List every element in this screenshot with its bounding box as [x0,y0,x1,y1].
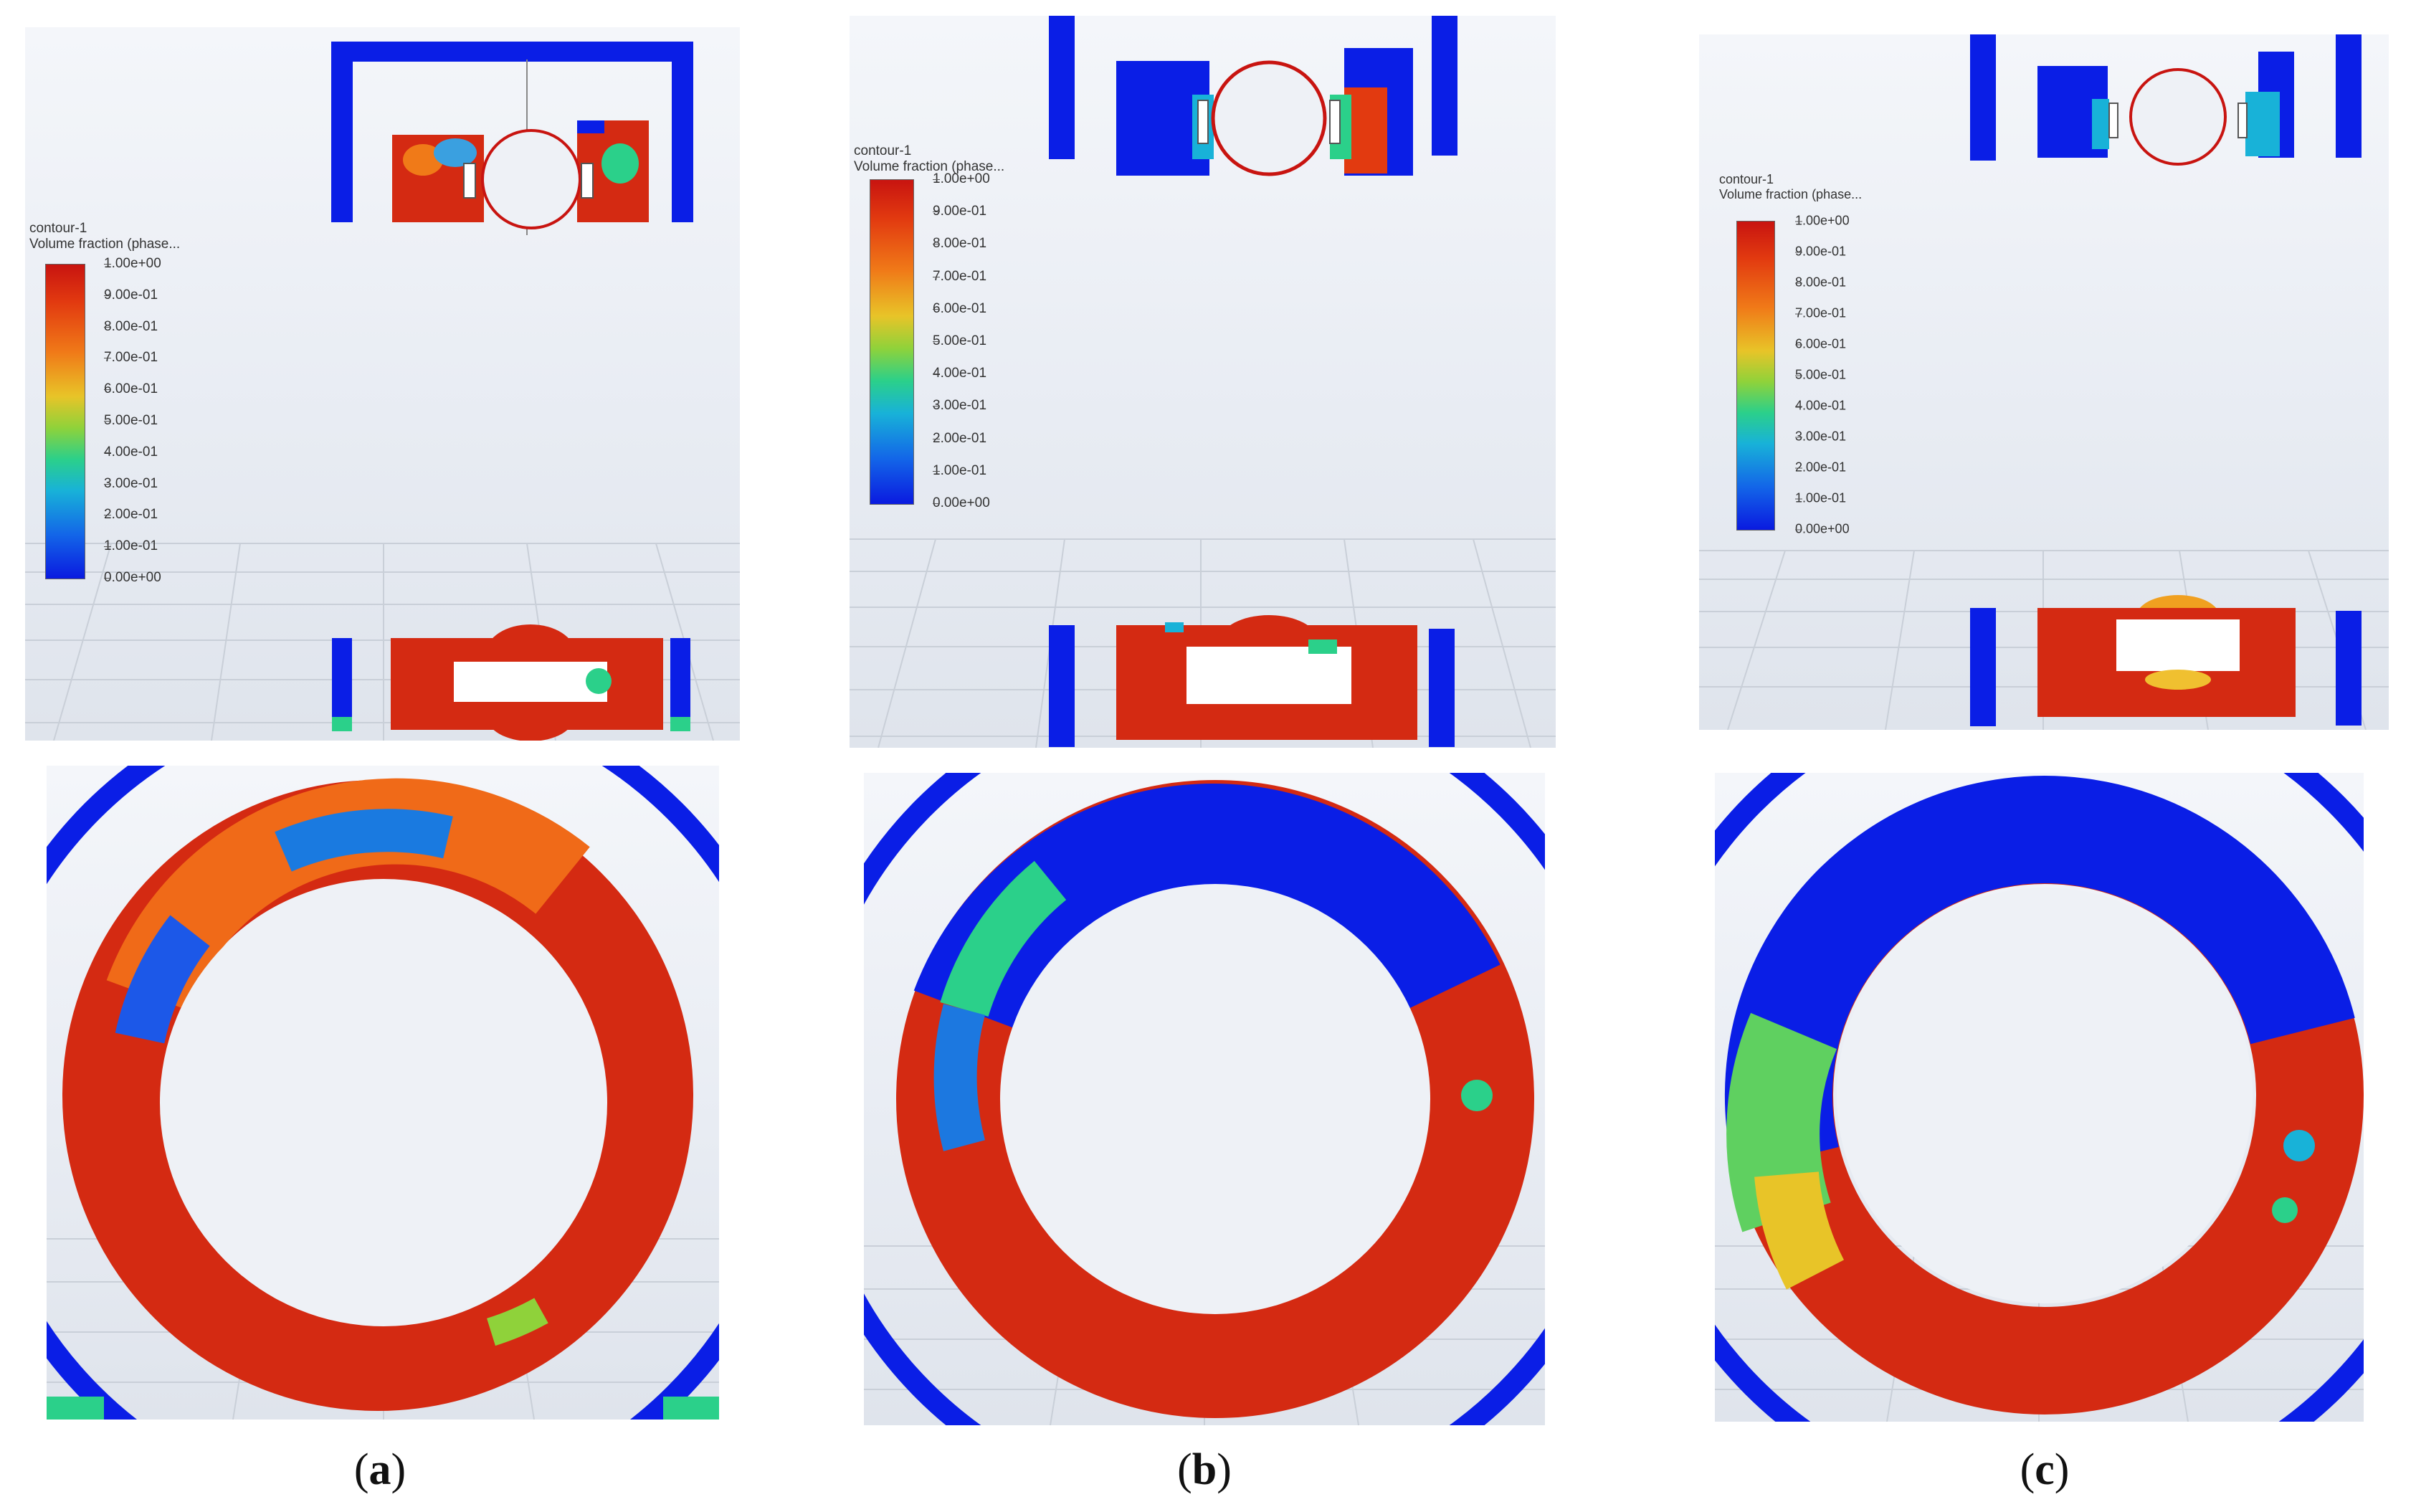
tank-top-view [331,42,693,235]
legend-ticks: 1.00e+00 9.00e-01 8.00e-01 7.00e-01 6.00e-01… [1795,214,1881,536]
legend-tick-label: 6.00e-01 [933,300,987,316]
legend-tick-label: 1.00e-01 [933,462,987,478]
caption-letter: b [1192,1445,1217,1494]
legend-tick-label: 6.00e-01 [104,381,158,397]
caption-letter: c [2035,1445,2055,1494]
panel-c-ring [1715,773,2364,1422]
caption-a: (a) [354,1445,406,1496]
legend-tick-label: 6.00e-01 [1795,336,1847,351]
legend-tick-label: 4.00e-01 [104,444,158,460]
legend-tick-label: 3.00e-01 [1795,429,1847,444]
legend-ticks: 1.00e+00 9.00e-01 8.00e-01 7.00e-01 6.00e-01… [104,256,190,585]
legend-tick-label: 1.00e+00 [104,256,161,271]
caption-letter: a [368,1445,391,1494]
colorbar [45,264,85,579]
legend-ticks: 1.00e+00 9.00e-01 8.00e-01 7.00e-01 6.00e-01… [933,171,1019,510]
legend-subtitle: Volume fraction (phase... [29,236,181,252]
caption-open-paren: ( [1177,1445,1192,1494]
legend-tick-label: 8.00e-01 [1795,275,1847,290]
legend-tick-label: 4.00e-01 [933,366,987,381]
colorbar-legend: contour-1 Volume fraction (phase... 1.00… [29,221,181,585]
caption-c: (c) [2020,1445,2070,1496]
legend-tick-label: 0.00e+00 [104,570,161,585]
caption-open-paren: ( [353,1445,369,1494]
panel-b-ring [864,773,1545,1425]
legend-tick-label: 1.00e+00 [933,171,990,186]
floor-grid [25,543,740,741]
panel-a-ring [47,766,719,1420]
legend-tick-label: 8.00e-01 [104,318,158,334]
colorbar [1736,221,1775,531]
legend-tick-label: 7.00e-01 [933,268,987,284]
legend-title: contour-1 [29,221,87,236]
legend-title: contour-1 [854,143,912,158]
ring-contour [864,773,1545,1425]
legend-tick-label: 0.00e+00 [933,495,990,510]
tank-side-view [332,624,690,741]
tank-side-view [1049,615,1455,747]
caption-open-paren: ( [2020,1445,2035,1494]
legend-tick-label: 9.00e-01 [104,287,158,303]
legend-subtitle: Volume fraction (phase... [1719,186,1863,201]
caption-close-paren: ) [1217,1445,1232,1494]
caption-close-paren: ) [2054,1445,2070,1494]
colorbar [870,179,914,505]
legend-tick-label: 0.00e+00 [1795,521,1850,536]
legend-tick-label: 9.00e-01 [1795,244,1847,259]
caption-b: (b) [1177,1445,1232,1496]
legend-tick-label: 5.00e-01 [1795,367,1847,382]
legend-tick-label: 7.00e-01 [1795,305,1847,320]
legend-tick-label: 4.00e-01 [1795,398,1847,413]
panel-b-top: contour-1 Volume fraction (phase... 1.00… [850,16,1556,748]
caption-close-paren: ) [391,1445,406,1494]
legend-tick-label: 7.00e-01 [104,350,158,366]
legend-tick-label: 3.00e-01 [104,475,158,491]
legend-tick-label: 9.00e-01 [933,204,987,219]
panel-a-top: contour-1 Volume fraction (phase... 1.00… [25,27,740,741]
legend-tick-label: 5.00e-01 [933,333,987,348]
ring-contour [47,766,719,1420]
legend-subtitle: Volume fraction (phase... [854,158,1005,174]
legend-tick-label: 2.00e-01 [933,430,987,446]
tank-top-view [1049,16,1457,176]
legend-tick-label: 1.00e+00 [1795,213,1850,228]
panel-c-top: contour-1 Volume fraction (phase... 1.00… [1699,34,2389,730]
tank-side-view [1970,595,2362,726]
legend-tick-label: 2.00e-01 [1795,460,1847,475]
ring-contour [1715,773,2364,1422]
legend-tick-label: 3.00e-01 [933,398,987,414]
legend-tick-label: 5.00e-01 [104,413,158,428]
legend-tick-label: 1.00e-01 [104,538,158,554]
tank-top-view [1970,34,2362,166]
legend-tick-label: 2.00e-01 [104,507,158,523]
colorbar-legend: contour-1 Volume fraction (phase... 1.00… [1719,172,1863,536]
colorbar-legend: contour-1 Volume fraction (phase... 1.00… [854,143,1005,510]
legend-tick-label: 1.00e-01 [1795,490,1847,505]
legend-tick-label: 8.00e-01 [933,236,987,252]
legend-title: contour-1 [1719,172,1774,186]
